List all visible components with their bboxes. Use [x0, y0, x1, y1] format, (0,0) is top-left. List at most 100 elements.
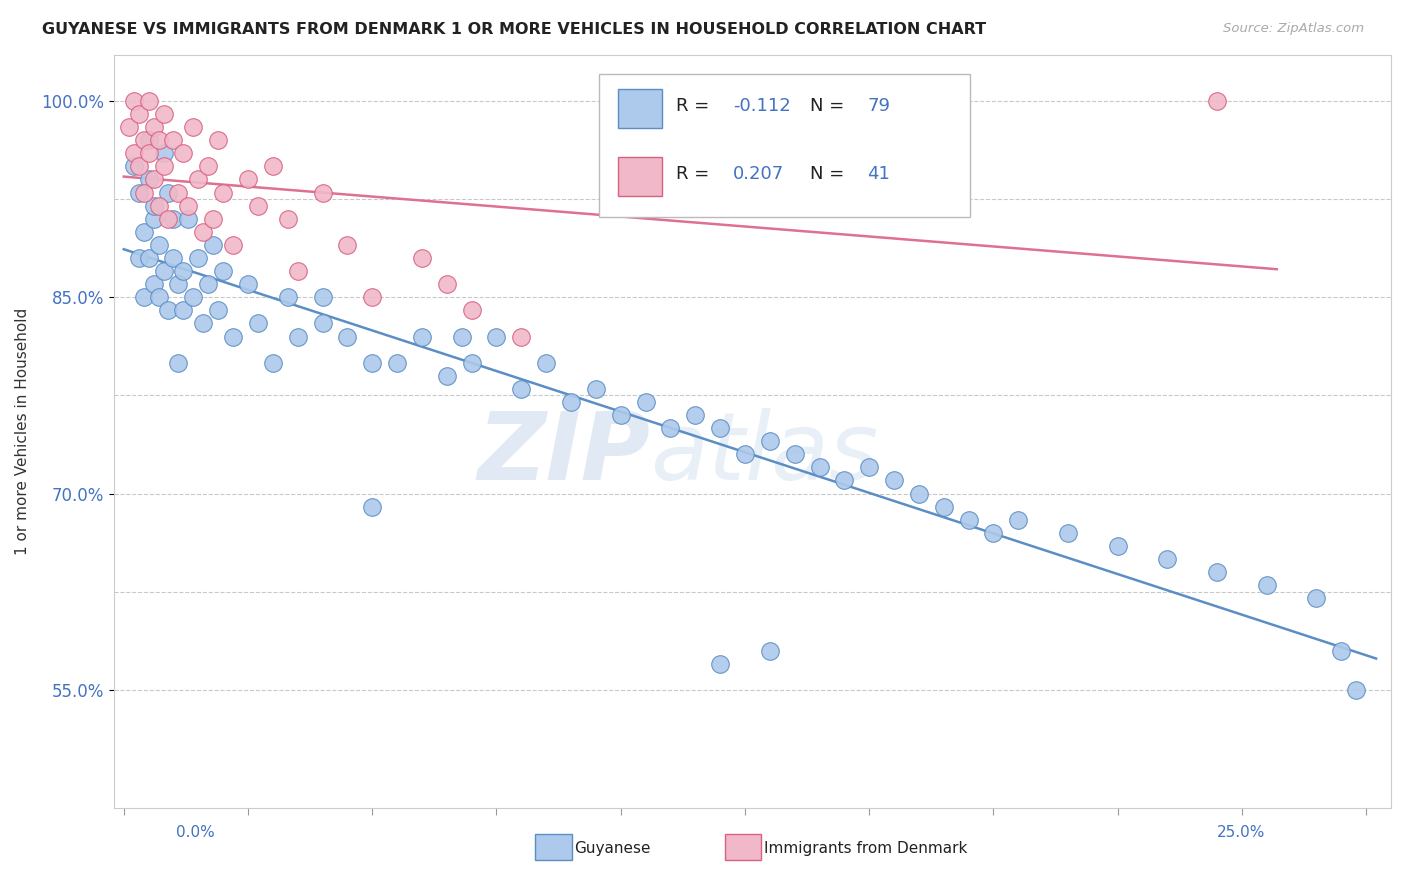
Point [167, 356, 190, 370]
Point [1256, 578, 1278, 592]
Point [128, 186, 150, 200]
Point [685, 408, 707, 422]
Point [138, 133, 160, 147]
Point [734, 447, 756, 461]
Point [262, 356, 284, 370]
Text: 25.0%: 25.0% [1218, 825, 1265, 840]
Point [277, 290, 299, 304]
Point [128, 160, 150, 174]
Point [908, 486, 931, 500]
Point [534, 356, 557, 370]
Text: N =: N = [810, 165, 849, 183]
Text: 0.0%: 0.0% [176, 825, 215, 840]
Point [128, 107, 150, 121]
Text: -0.112: -0.112 [734, 97, 792, 115]
Point [132, 186, 155, 200]
Text: N =: N = [810, 97, 849, 115]
Point [436, 277, 458, 292]
Point [1305, 591, 1327, 606]
Point [287, 329, 309, 343]
Point [187, 251, 209, 265]
Text: 79: 79 [868, 97, 890, 115]
Point [148, 199, 170, 213]
Text: Immigrants from Denmark: Immigrants from Denmark [765, 841, 967, 856]
Point [1330, 643, 1353, 657]
FancyBboxPatch shape [599, 74, 970, 217]
Point [510, 382, 533, 396]
Point [157, 303, 180, 318]
Text: Guyanese: Guyanese [575, 841, 651, 856]
Text: R =: R = [676, 97, 714, 115]
Point [411, 251, 433, 265]
Point [172, 264, 194, 278]
Point [277, 211, 299, 226]
Point [585, 382, 607, 396]
Point [783, 447, 806, 461]
Y-axis label: 1 or more Vehicles in Household: 1 or more Vehicles in Household [15, 308, 30, 555]
Point [759, 434, 782, 449]
Point [1156, 552, 1178, 566]
Point [142, 172, 165, 186]
Point [177, 211, 200, 226]
Point [148, 133, 170, 147]
Point [222, 329, 245, 343]
Point [336, 238, 359, 252]
Point [162, 211, 184, 226]
Point [183, 120, 205, 135]
Point [236, 277, 259, 292]
Point [132, 290, 155, 304]
Point [460, 356, 482, 370]
Point [236, 172, 259, 186]
Point [193, 225, 215, 239]
Text: 0.207: 0.207 [734, 165, 785, 183]
Point [152, 160, 174, 174]
FancyBboxPatch shape [619, 157, 662, 196]
Point [152, 146, 174, 161]
Point [450, 329, 472, 343]
Point [202, 238, 225, 252]
Text: 41: 41 [868, 165, 890, 183]
Point [311, 317, 333, 331]
Point [436, 368, 458, 383]
Point [1007, 513, 1029, 527]
Point [1107, 539, 1129, 553]
Point [193, 317, 215, 331]
Point [709, 421, 731, 435]
Point [148, 290, 170, 304]
Point [361, 500, 384, 514]
Point [287, 264, 309, 278]
Text: Source: ZipAtlas.com: Source: ZipAtlas.com [1223, 22, 1364, 36]
Point [1346, 682, 1368, 697]
Point [983, 525, 1005, 540]
Point [138, 172, 160, 186]
Point [142, 211, 165, 226]
Point [834, 474, 856, 488]
Point [485, 329, 508, 343]
Point [152, 107, 174, 121]
Point [659, 421, 682, 435]
Point [609, 408, 631, 422]
Point [560, 395, 582, 409]
Point [142, 277, 165, 292]
Point [361, 290, 384, 304]
Point [172, 146, 194, 161]
Point [207, 303, 229, 318]
Point [132, 133, 155, 147]
Point [883, 474, 905, 488]
Point [460, 303, 482, 318]
Point [122, 160, 145, 174]
FancyBboxPatch shape [619, 89, 662, 128]
Point [172, 303, 194, 318]
Point [311, 186, 333, 200]
Point [385, 356, 408, 370]
Point [212, 264, 235, 278]
Point [142, 199, 165, 213]
Point [336, 329, 359, 343]
Point [187, 172, 209, 186]
Point [202, 211, 225, 226]
Point [138, 146, 160, 161]
Point [162, 251, 184, 265]
Point [197, 277, 219, 292]
Point [709, 657, 731, 671]
Point [1206, 94, 1229, 108]
